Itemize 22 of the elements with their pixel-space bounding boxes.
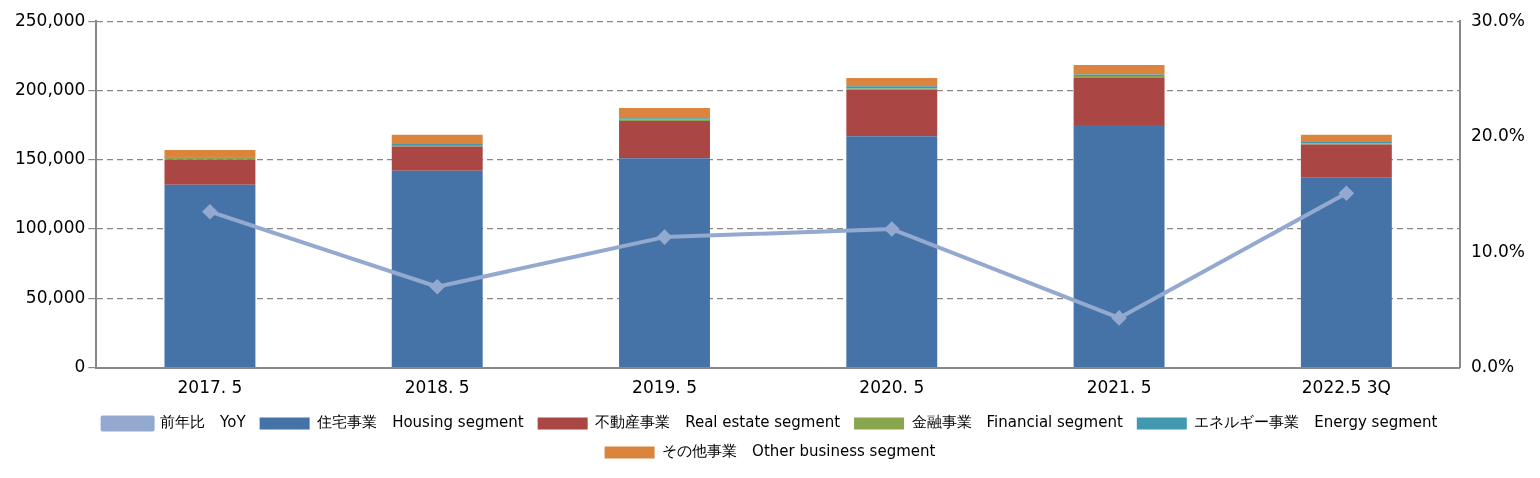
y-tick-label: 100,000 [14, 217, 86, 238]
y2-tick-label: 20.0% [1471, 125, 1526, 146]
x-tick-label: 2020. 5 [859, 377, 925, 398]
y-tick-label: 200,000 [14, 78, 86, 99]
y-tick-label: 50,000 [25, 286, 86, 307]
y2-tick-label: 0.0% [1471, 356, 1515, 377]
x-tick-label: 2021. 5 [1086, 377, 1152, 398]
legend-label: その他事業 Other business segment [662, 442, 936, 461]
legend-label: 前年比 YoY [160, 413, 247, 432]
legend-label: エネルギー事業 Energy segment [1194, 413, 1438, 432]
x-tick-label: 2019. 5 [632, 377, 697, 398]
legend-label: 住宅事業 Housing segment [316, 413, 524, 432]
y-tick-label: 0 [74, 356, 86, 377]
x-tick-label: 2018. 5 [404, 377, 470, 398]
x-tick-label: 2022.5 3Q [1301, 377, 1391, 398]
legend-label: 不動産事業 Real estate segment [595, 413, 841, 432]
legend-label: 金融事業 Financial segment [911, 413, 1123, 432]
x-tick-label: 2017. 5 [177, 377, 243, 398]
y2-tick-label: 30.0% [1471, 9, 1526, 30]
y-tick-label: 150,000 [14, 148, 86, 169]
y-tick-label: 250,000 [14, 9, 86, 30]
y2-tick-label: 10.0% [1471, 240, 1526, 261]
